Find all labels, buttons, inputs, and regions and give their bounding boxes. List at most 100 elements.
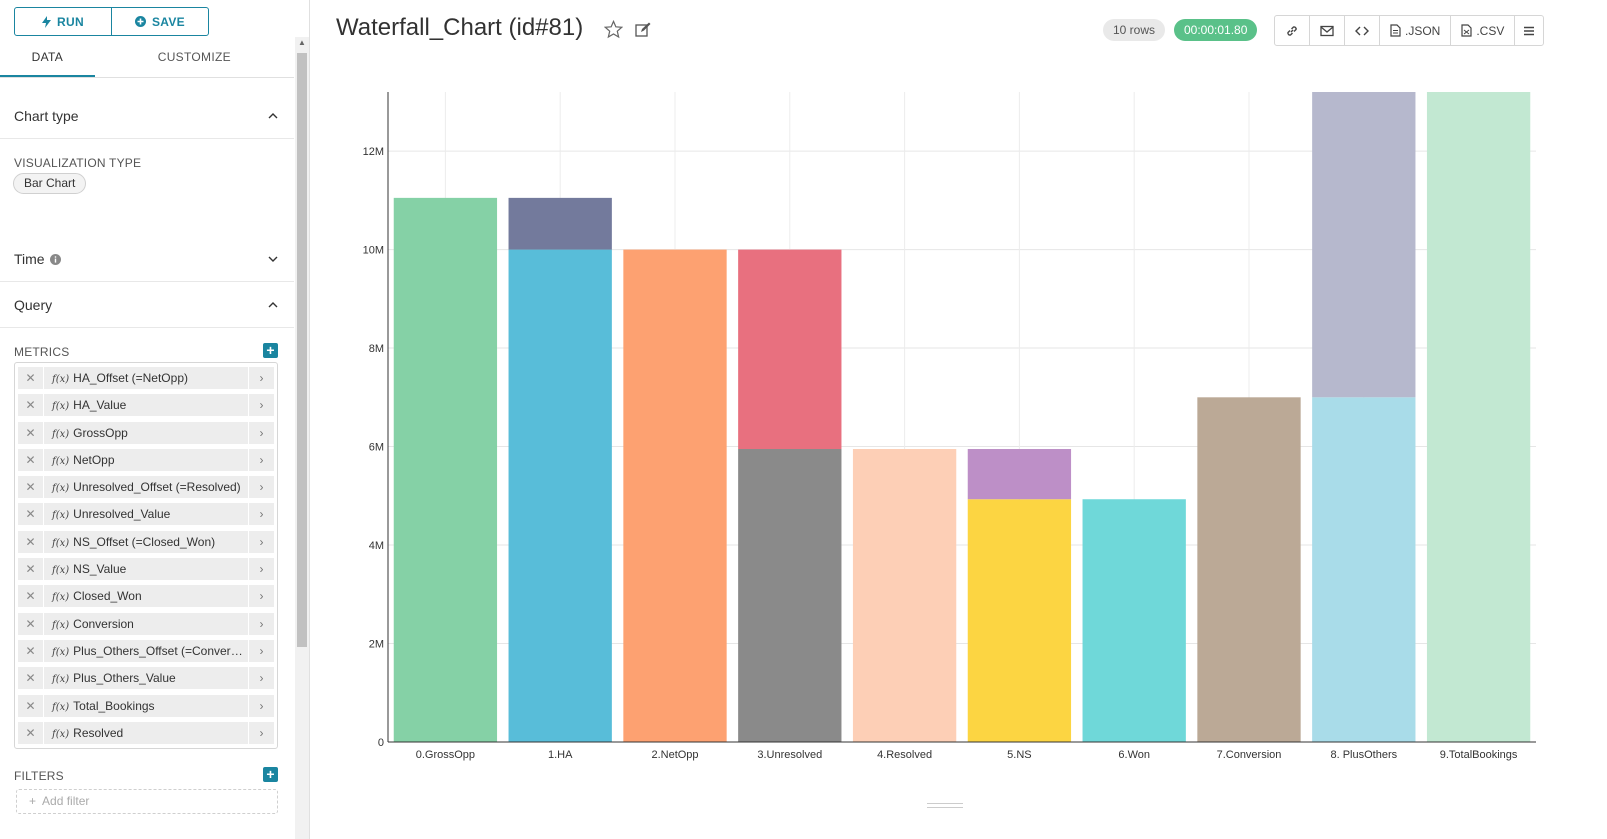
- metric-name: Plus_Others_Offset (=Conversi...: [73, 643, 248, 658]
- metric-item[interactable]: ✕ f(x) Unresolved_Value ›: [18, 503, 274, 526]
- metric-item[interactable]: ✕ f(x) NS_Offset (=Closed_Won) ›: [18, 530, 274, 553]
- star-icon[interactable]: [604, 20, 623, 39]
- bar-segment: [738, 449, 842, 742]
- export-json-button[interactable]: .JSON: [1380, 16, 1452, 45]
- metric-name: Total_Bookings: [73, 698, 155, 713]
- metric-item[interactable]: ✕ f(x) HA_Value ›: [18, 394, 274, 417]
- file-icon: [1390, 24, 1401, 37]
- add-metric-button[interactable]: +: [263, 343, 278, 358]
- chevron-down-icon: [268, 256, 278, 262]
- metric-name: NS_Offset (=Closed_Won): [73, 534, 216, 549]
- remove-icon[interactable]: ✕: [18, 503, 44, 526]
- section-time[interactable]: Time: [0, 236, 294, 282]
- remove-icon[interactable]: ✕: [18, 639, 44, 662]
- save-label: SAVE: [152, 14, 185, 29]
- bar-segment: [393, 197, 498, 742]
- chevron-right-icon[interactable]: ›: [248, 394, 274, 417]
- bar-segment: [1082, 499, 1186, 742]
- add-filter-input[interactable]: + Add filter: [16, 789, 278, 814]
- remove-icon[interactable]: ✕: [18, 421, 44, 444]
- plus-circle-icon: [135, 16, 146, 27]
- chevron-right-icon[interactable]: ›: [248, 503, 274, 526]
- save-button[interactable]: SAVE: [111, 8, 208, 35]
- run-button[interactable]: RUN: [15, 8, 111, 35]
- chevron-right-icon[interactable]: ›: [248, 585, 274, 608]
- embed-code-button[interactable]: [1345, 16, 1380, 45]
- rows-badge: 10 rows: [1103, 19, 1166, 41]
- metric-item[interactable]: ✕ f(x) Plus_Others_Value ›: [18, 667, 274, 690]
- chevron-right-icon[interactable]: ›: [248, 612, 274, 635]
- metric-name: Closed_Won: [73, 589, 142, 604]
- chevron-right-icon[interactable]: ›: [248, 367, 274, 389]
- x-tick-label: 1.HA: [548, 749, 573, 761]
- more-menu-button[interactable]: [1515, 16, 1543, 45]
- x-tick-label: 7.Conversion: [1217, 749, 1282, 761]
- edit-icon[interactable]: [635, 22, 651, 38]
- resize-handle[interactable]: [927, 803, 963, 808]
- remove-icon[interactable]: ✕: [18, 721, 44, 744]
- metric-name: Plus_Others_Value: [73, 671, 176, 686]
- chevron-right-icon[interactable]: ›: [248, 421, 274, 444]
- info-icon[interactable]: [50, 253, 62, 265]
- y-tick-label: 12M: [363, 146, 384, 158]
- x-tick-label: 0.GrossOpp: [416, 749, 475, 761]
- chevron-right-icon[interactable]: ›: [248, 558, 274, 581]
- metric-item[interactable]: ✕ f(x) GrossOpp ›: [18, 421, 274, 444]
- chevron-right-icon[interactable]: ›: [248, 721, 274, 744]
- section-time-title: Time: [14, 251, 62, 267]
- metric-item[interactable]: ✕ f(x) Resolved ›: [18, 721, 274, 744]
- chevron-right-icon[interactable]: ›: [248, 694, 274, 717]
- metric-label: f(x) NS_Offset (=Closed_Won): [44, 530, 248, 553]
- section-query[interactable]: Query: [0, 282, 294, 328]
- metric-item[interactable]: ✕ f(x) Closed_Won ›: [18, 585, 274, 608]
- metric-label: f(x) HA_Offset (=NetOpp): [44, 367, 248, 389]
- bar-segment: [508, 249, 612, 743]
- metric-item[interactable]: ✕ f(x) Total_Bookings ›: [18, 694, 274, 717]
- chevron-right-icon[interactable]: ›: [248, 448, 274, 471]
- scroll-up-icon[interactable]: ▲: [298, 38, 306, 47]
- link-icon: [1287, 25, 1297, 36]
- metric-item[interactable]: ✕ f(x) NetOpp ›: [18, 448, 274, 471]
- function-icon: f(x): [52, 592, 70, 604]
- function-icon: f(x): [52, 646, 70, 658]
- metric-label: f(x) Resolved: [44, 721, 248, 744]
- remove-icon[interactable]: ✕: [18, 667, 44, 690]
- remove-icon[interactable]: ✕: [18, 558, 44, 581]
- metric-item[interactable]: ✕ f(x) NS_Value ›: [18, 558, 274, 581]
- function-icon: f(x): [52, 565, 70, 577]
- metric-item[interactable]: ✕ f(x) Unresolved_Offset (=Resolved) ›: [18, 476, 274, 499]
- metric-item[interactable]: ✕ f(x) Conversion ›: [18, 612, 274, 635]
- tab-customize[interactable]: CUSTOMIZE: [157, 50, 231, 64]
- chevron-right-icon[interactable]: ›: [248, 639, 274, 662]
- remove-icon[interactable]: ✕: [18, 367, 44, 389]
- remove-icon[interactable]: ✕: [18, 612, 44, 635]
- remove-icon[interactable]: ✕: [18, 448, 44, 471]
- remove-icon[interactable]: ✕: [18, 530, 44, 553]
- chevron-right-icon[interactable]: ›: [248, 476, 274, 499]
- envelope-icon: [1320, 25, 1334, 36]
- metric-item[interactable]: ✕ f(x) Plus_Others_Offset (=Conversi... ›: [18, 639, 274, 662]
- add-filter-placeholder: Add filter: [42, 794, 90, 808]
- metric-name: HA_Offset (=NetOpp): [73, 371, 188, 385]
- metric-item[interactable]: ✕ f(x) HA_Offset (=NetOpp) ›: [18, 367, 274, 389]
- function-icon: f(x): [52, 728, 70, 740]
- remove-icon[interactable]: ✕: [18, 394, 44, 417]
- remove-icon[interactable]: ✕: [18, 476, 44, 499]
- metric-name: Unresolved_Offset (=Resolved): [73, 480, 241, 495]
- metric-label: f(x) Total_Bookings: [44, 694, 248, 717]
- copy-link-button[interactable]: [1275, 16, 1310, 45]
- tab-data[interactable]: DATA: [0, 38, 95, 77]
- remove-icon[interactable]: ✕: [18, 694, 44, 717]
- viz-type-select[interactable]: Bar Chart: [13, 173, 87, 194]
- metric-label: f(x) HA_Value: [44, 394, 248, 417]
- page-title: Waterfall_Chart (id#81): [336, 14, 584, 41]
- chevron-right-icon[interactable]: ›: [248, 667, 274, 690]
- control-panel: RUN SAVE DATA CUSTOMIZE Chart type VISUA…: [0, 0, 310, 839]
- scrollbar-thumb[interactable]: [297, 53, 307, 647]
- section-chart-type[interactable]: Chart type: [0, 93, 294, 139]
- email-button[interactable]: [1310, 16, 1345, 45]
- add-filter-button[interactable]: +: [263, 767, 278, 782]
- export-csv-button[interactable]: .CSV: [1451, 16, 1516, 45]
- chevron-right-icon[interactable]: ›: [248, 530, 274, 553]
- remove-icon[interactable]: ✕: [18, 585, 44, 608]
